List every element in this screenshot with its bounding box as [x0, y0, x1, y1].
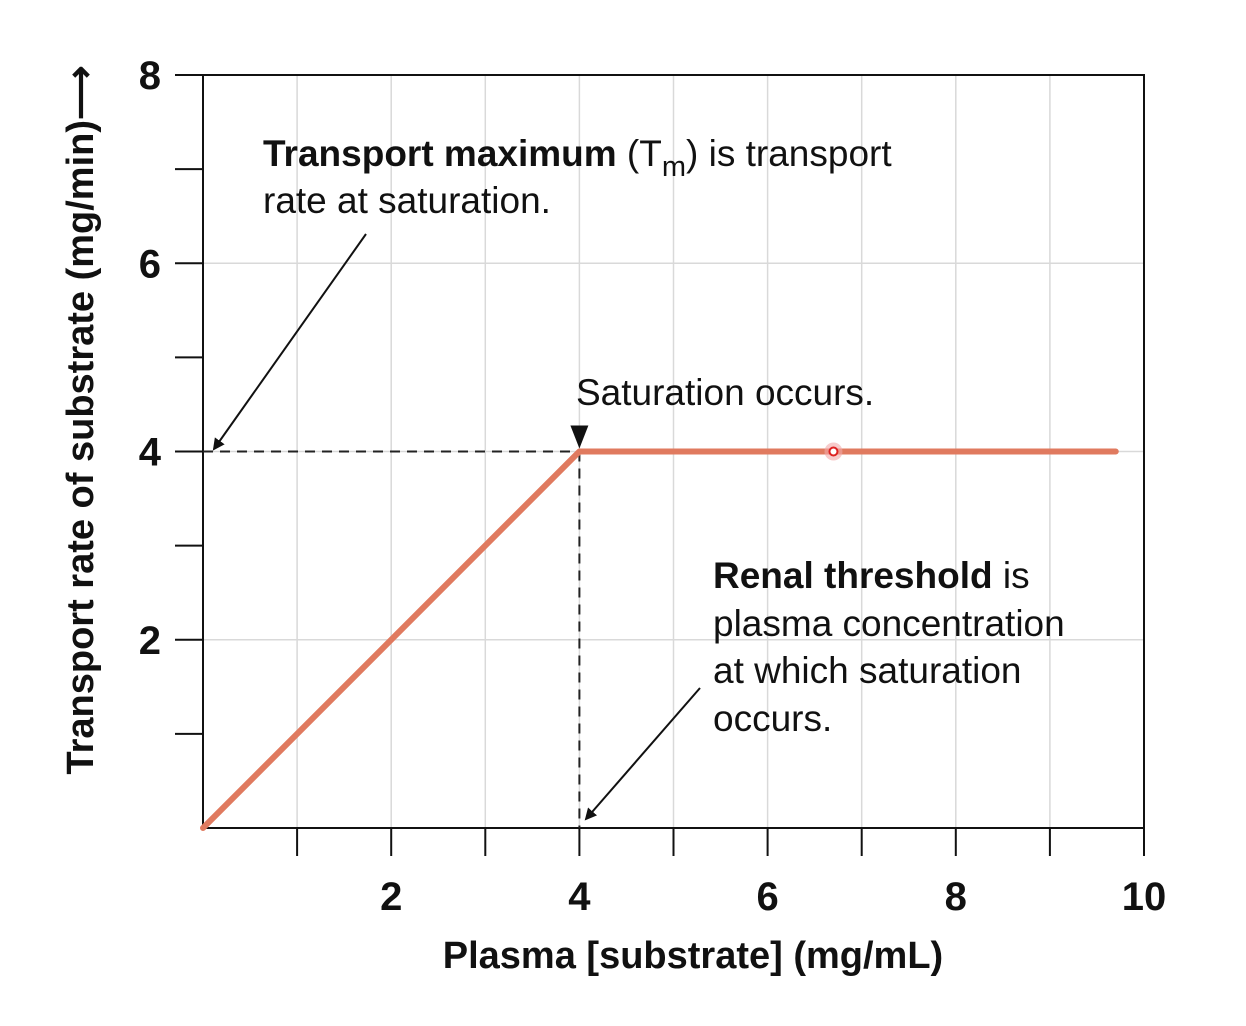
- tm-arrow: [212, 233, 367, 451]
- x-tick-label-6: 6: [756, 875, 778, 919]
- axis-ticks: [175, 74, 1145, 856]
- annotation-renal-rest: is: [993, 555, 1030, 596]
- renal-arrow: [584, 687, 701, 821]
- annotation-renal: Renal threshold is: [713, 555, 1030, 596]
- marker-point: [828, 446, 839, 457]
- annotation-renal-bold: Renal threshold: [713, 555, 993, 596]
- annotation-renal-line2: plasma concentration: [713, 603, 1065, 644]
- y-axis-title: Transport rate of substrate (mg/min)⟶: [60, 65, 102, 774]
- annotation-tm-line2: rate at saturation.: [263, 180, 551, 221]
- annotation-saturation: Saturation occurs.: [576, 372, 874, 413]
- annotation-tm-rest: ) is transport: [686, 133, 892, 174]
- annotation-tm-bold: Transport maximum: [263, 133, 617, 174]
- annotation-renal-line3: at which saturation: [713, 650, 1022, 691]
- series-line-transport-rate: [200, 448, 1119, 831]
- annotation-tm-open: (T: [617, 133, 662, 174]
- y-axis-title-text: Transport rate of substrate (mg/min): [60, 120, 102, 775]
- x-tick-label-10: 10: [1122, 875, 1167, 919]
- annotation-tm: Transport maximum (Tm) is transport: [263, 133, 892, 183]
- y-tick-label-2: 2: [139, 619, 161, 663]
- annotation-renal-line4: occurs.: [713, 698, 832, 739]
- y-tick-label-8: 8: [139, 54, 161, 98]
- x-tick-label-2: 2: [380, 875, 402, 919]
- y-axis-arrow-icon: ⟶: [60, 65, 102, 119]
- saturation-pointer-icon: [570, 425, 589, 449]
- axis-tick-labels: 2 4 6 8 10 2 4 6 8: [139, 54, 1167, 919]
- x-axis-title: Plasma [substrate] (mg/mL): [443, 935, 943, 977]
- y-axis-title-group: Transport rate of substrate (mg/min)⟶: [60, 65, 102, 774]
- y-tick-label-6: 6: [139, 242, 161, 286]
- y-tick-label-4: 4: [139, 431, 162, 475]
- x-tick-label-4: 4: [568, 875, 591, 919]
- x-tick-label-8: 8: [945, 875, 967, 919]
- annotation-tm-sub: m: [662, 151, 686, 183]
